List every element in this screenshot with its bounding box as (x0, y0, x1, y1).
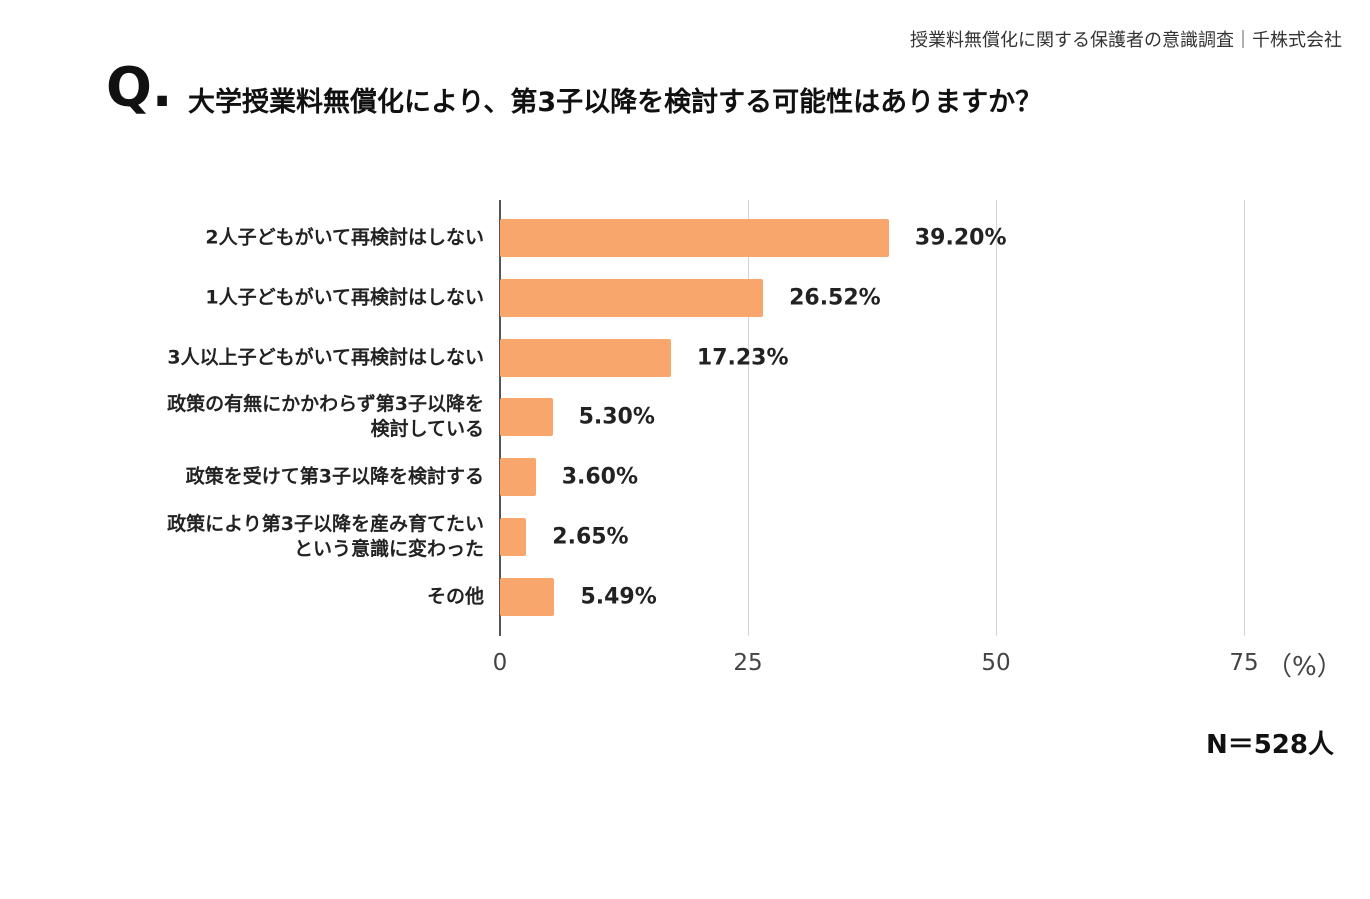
category-label-line: 2人子どもがいて再検討はしない (205, 226, 484, 249)
sample-size: N＝528人 (1205, 730, 1334, 760)
category-label-line: その他 (426, 585, 484, 608)
gridline (748, 200, 749, 636)
gridline (1244, 200, 1245, 636)
value-label: 5.49% (580, 584, 657, 610)
category-label-line: 政策の有無にかかわらず第3子以降を (167, 393, 484, 416)
category-label-line: 1人子どもがいて再検討はしない (205, 286, 484, 309)
category-label: 1人子どもがいて再検討はしない (205, 285, 484, 310)
bar (500, 458, 536, 497)
x-axis-unit: （%） (1266, 652, 1343, 682)
gridline (996, 200, 997, 636)
bar (500, 398, 553, 437)
x-tick-label: 0 (492, 650, 508, 676)
bar (500, 278, 764, 317)
category-label: その他 (427, 584, 484, 609)
value-label: 2.65% (552, 524, 629, 550)
category-label-line: という意識に変わった (293, 538, 484, 560)
category-label: 政策を受けて第3子以降を検討する (186, 465, 484, 490)
bar (500, 518, 527, 556)
category-label: 政策の有無にかかわらず第3子以降を 検討している (167, 392, 484, 442)
x-tick-label: 25 (733, 650, 763, 676)
value-label: 26.52% (789, 285, 881, 311)
value-label: 39.20% (914, 225, 1007, 251)
category-label-line: 3人以上子どもがいて再検討はしない (167, 346, 484, 369)
category-label-line: 政策により第3子以降を産み育てたい (167, 513, 484, 535)
value-label: 3.60% (561, 464, 639, 490)
value-label: 5.30% (578, 404, 655, 430)
bar (500, 338, 671, 377)
category-label-line: 政策を受けて第3子以降を検討する (185, 465, 484, 488)
value-label: 17.23% (696, 345, 789, 371)
category-label: 2人子どもがいて再検討はしない (205, 226, 484, 251)
category-label-line: 検討している (370, 418, 484, 441)
chart-title: 大学授業料無償化により、第3子以降を検討する可能性はありますか？ (188, 87, 1043, 118)
category-label: 政策により第3子以降を産み育てたいという意識に変わった (167, 512, 484, 562)
question-mark: Q. (106, 56, 173, 119)
category-label: 3人以上子どもがいて再検討はしない (167, 345, 484, 370)
survey-source: 授業料無償化に関する保護者の意識調査｜千株式会社 (910, 30, 1342, 51)
x-tick-label: 50 (981, 650, 1011, 676)
bar (500, 577, 555, 616)
x-tick-label: 75 (1229, 650, 1259, 676)
bar (500, 219, 889, 257)
